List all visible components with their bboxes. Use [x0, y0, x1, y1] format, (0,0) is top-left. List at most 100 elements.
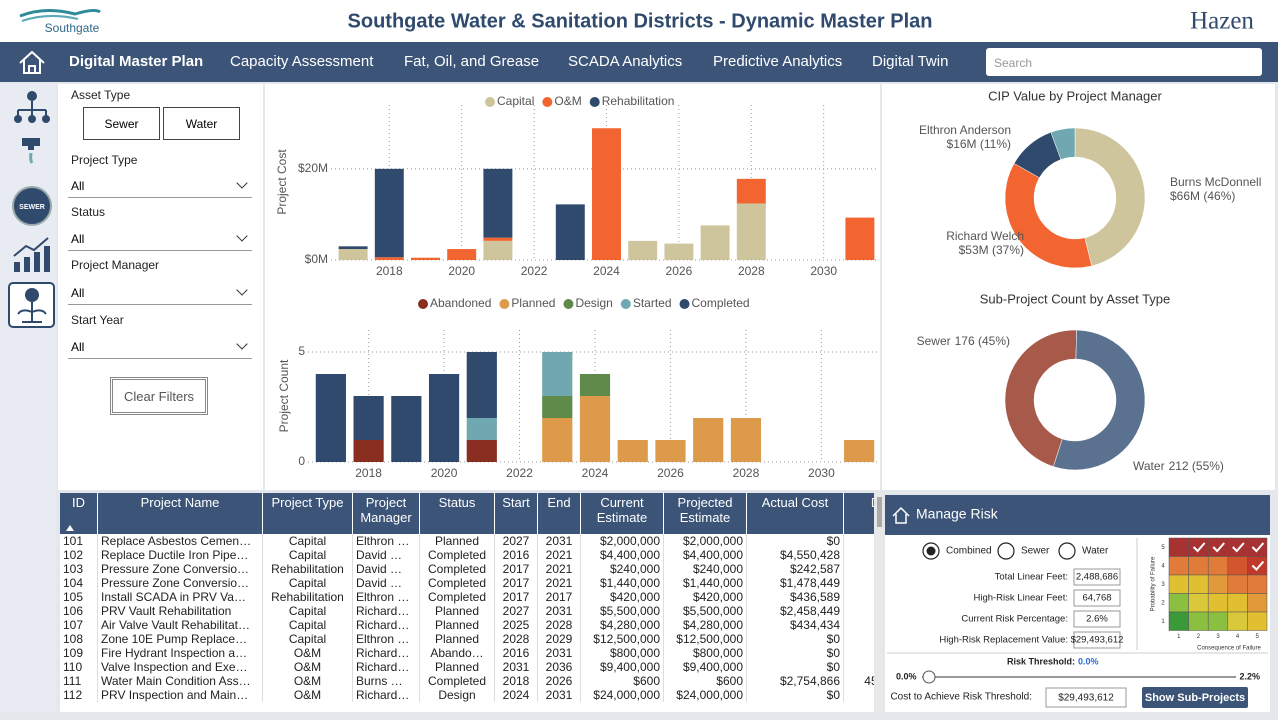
radio-label: Combined — [946, 546, 992, 557]
table-cell: PRV Vault Rehabilitation — [97, 604, 263, 618]
dropdown[interactable]: All — [68, 227, 252, 251]
table-cell: 2017 — [494, 562, 538, 576]
field-value: $29,493,612 — [1071, 635, 1124, 646]
column-header[interactable]: Project Type — [262, 493, 353, 534]
matrix-x-tick: 4 — [1236, 634, 1240, 640]
asset-button[interactable]: Water — [163, 107, 240, 140]
x-tick-label: 2020 — [448, 264, 475, 278]
table-cell: Planned — [419, 618, 495, 632]
nav-item[interactable]: Digital Twin — [872, 53, 948, 70]
home-icon[interactable] — [892, 506, 910, 524]
column-header[interactable]: ID — [60, 493, 98, 534]
table-cell: 2018 — [494, 674, 538, 688]
clear-filters[interactable]: Clear Filters — [110, 377, 208, 415]
matrix-x-tick: 3 — [1216, 634, 1220, 640]
y-tick-label: 0 — [298, 454, 305, 468]
column-header[interactable]: Start — [494, 493, 538, 534]
slice-value: $53M (37%) — [959, 243, 1024, 257]
legend-marker — [485, 97, 495, 107]
radio[interactable] — [997, 542, 1015, 560]
bar-segment — [736, 178, 766, 204]
table-cell: Completed — [419, 674, 495, 688]
matrix-y-tick: 2 — [1161, 600, 1165, 606]
table-cell: $1,440,000 — [580, 576, 664, 590]
slider-thumb[interactable] — [922, 670, 936, 684]
dropdown[interactable]: All — [68, 174, 252, 198]
show-button-label[interactable]: Show Sub-Projects — [1145, 692, 1245, 704]
risk-cell — [1227, 574, 1248, 594]
table-cell: 1.1% — [843, 562, 874, 576]
table-cell: $0 — [746, 688, 844, 702]
bar-segment — [374, 257, 404, 260]
dropdown[interactable]: All — [68, 281, 252, 305]
icon[interactable] — [14, 246, 50, 272]
table-cell: 2017 — [494, 576, 538, 590]
x-tick-label: 2018 — [355, 466, 382, 480]
nav-item[interactable]: Predictive Analytics — [713, 53, 842, 70]
field-box — [1073, 631, 1121, 649]
chart-title: CIP Value by Project Manager — [988, 88, 1162, 103]
table-cell: 2021 — [537, 576, 581, 590]
risk-cell — [1168, 537, 1189, 557]
dropdown[interactable]: All — [68, 335, 252, 359]
icon[interactable] — [12, 186, 52, 226]
bar-segment — [338, 249, 368, 260]
legend-label: Capital — [497, 94, 534, 108]
slice-value: $66M (46%) — [1170, 189, 1235, 203]
bar-segment — [466, 352, 497, 418]
radio[interactable] — [1058, 542, 1076, 560]
table-cell: 2016 — [494, 548, 538, 562]
column-header[interactable]: Projected Estimate — [663, 493, 747, 534]
bar-segment — [730, 418, 762, 462]
column-header[interactable]: Current Estimate — [580, 493, 664, 534]
column-header[interactable]: Status — [419, 493, 495, 534]
x-tick-label: 2026 — [657, 466, 684, 480]
table-row: 108 Zone 10E Pump Replace… Capital Elthron … — [60, 632, 874, 646]
table-cell: 2026 — [537, 674, 581, 688]
table-cell: $4,400,000 — [663, 548, 747, 562]
nav-item[interactable]: Capacity Assessment — [230, 53, 374, 70]
table-cell: Burns … — [352, 674, 420, 688]
nav-item[interactable]: Digital Master Plan — [69, 53, 203, 70]
legend-label: Completed — [692, 296, 750, 310]
column-header[interactable]: Project Name — [97, 493, 263, 534]
search-box[interactable]: Search — [986, 48, 1262, 76]
icon[interactable] — [22, 138, 40, 150]
project-table: ID Project Name Project Type Project Manage… — [60, 493, 874, 712]
risk-panel: Manage Risk Risk Threshold: 0.0% 0.0% 2.… — [885, 495, 1270, 712]
nav-item[interactable]: Fat, Oil, and Grease — [404, 53, 539, 70]
table-cell: 2016 — [494, 646, 538, 660]
table-cell: $4,280,000 — [580, 618, 664, 632]
icon[interactable] — [27, 91, 37, 101]
table-cell: -100.0% — [843, 534, 874, 548]
scroll-thumb[interactable] — [877, 497, 882, 527]
column-header[interactable]: End — [537, 493, 581, 534]
table-cell: Zone 10E Pump Replace… — [97, 632, 263, 646]
home-icon[interactable] — [19, 50, 45, 74]
nav-item[interactable]: SCADA Analytics — [568, 53, 682, 70]
table-cell: Capital — [262, 548, 353, 562]
table-cell: Air Valve Vault Rehabilitat… — [97, 618, 263, 632]
bar-segment — [664, 243, 694, 260]
field-box — [1073, 589, 1121, 607]
column-header[interactable]: Actual Cost — [746, 493, 844, 534]
icon[interactable] — [17, 101, 47, 116]
bar-segment — [579, 396, 611, 462]
column-header[interactable]: Delta — [843, 493, 874, 534]
table-cell: Elthron … — [352, 632, 420, 646]
scrollbar[interactable] — [876, 493, 883, 712]
column-header[interactable]: Project Manager — [352, 493, 420, 534]
table-cell: 109 — [60, 646, 98, 660]
show-button[interactable] — [1142, 687, 1248, 708]
check-icon — [1232, 542, 1245, 553]
asset-button[interactable]: Sewer — [83, 107, 160, 140]
bar-segment — [391, 396, 422, 462]
slice-name: Richard Welch — [946, 229, 1024, 243]
table-cell: Planned — [419, 660, 495, 674]
table-cell: 104 — [60, 576, 98, 590]
icon-text: SEWER — [19, 204, 45, 211]
table-cell: David … — [352, 548, 420, 562]
table-cell: Abando… — [419, 646, 495, 660]
table-cell: 2031 — [537, 646, 581, 660]
x-tick-label: 2030 — [810, 264, 837, 278]
